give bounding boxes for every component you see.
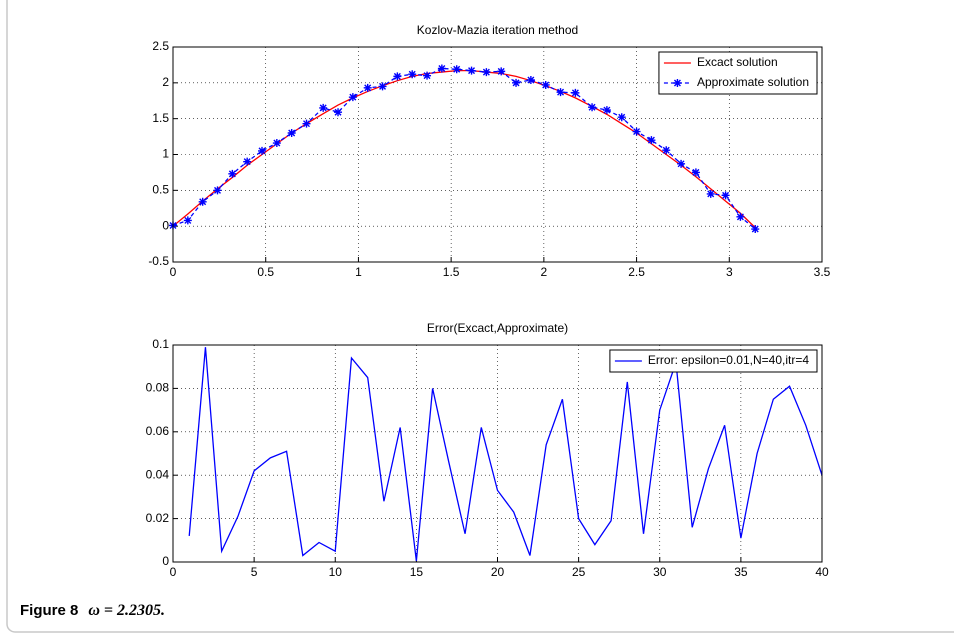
legend-marker [673, 79, 682, 87]
point-marker [258, 146, 267, 155]
point-marker [588, 103, 597, 112]
series-line [188, 347, 823, 561]
caption-label: Figure 8 [20, 602, 79, 619]
x-tick-label: 15 [410, 565, 424, 579]
y-tick-label: 0.04 [146, 467, 170, 481]
axes-box [172, 344, 823, 563]
point-marker [512, 78, 521, 87]
point-marker [497, 67, 506, 76]
point-marker [272, 139, 281, 148]
legend-label: Error: epsilon=0.01,N=40,itr=4 [648, 353, 809, 367]
chart-title: Kozlov-Mazia iteration method [417, 23, 578, 37]
y-tick-label: 0.08 [146, 381, 170, 395]
series-line [172, 67, 756, 230]
point-marker [302, 119, 311, 128]
x-tick-label: 20 [491, 565, 505, 579]
point-marker [198, 197, 207, 206]
point-marker [571, 88, 580, 97]
frame [6, 0, 954, 633]
series-line [172, 70, 756, 229]
point-marker [751, 225, 760, 234]
y-tick-label: 2.5 [152, 39, 169, 53]
point-marker [393, 72, 402, 81]
y-tick-label: 0 [162, 218, 169, 232]
point-marker [541, 80, 550, 89]
point-marker [183, 216, 192, 225]
y-tick-label: 1 [162, 147, 169, 161]
legend-box [609, 349, 818, 373]
point-marker [721, 191, 730, 200]
caption-text: ω = 2.2305. [88, 602, 166, 619]
point-marker [647, 136, 656, 145]
point-marker [378, 82, 387, 91]
caption: Figure 8 ω = 2.2305. [20, 602, 165, 620]
y-tick-label: 0.1 [152, 337, 169, 351]
point-marker [437, 64, 446, 73]
x-tick-label: 0.5 [257, 265, 274, 279]
legend-label: Excact solution [697, 55, 778, 69]
y-tick-label: 0.02 [146, 511, 170, 525]
y-tick-label: 0.5 [152, 183, 169, 197]
axes-box [172, 46, 823, 263]
point-marker [348, 93, 357, 102]
x-tick-label: 10 [329, 565, 343, 579]
point-marker [556, 88, 565, 97]
y-tick-label: 2 [162, 75, 169, 89]
point-marker [526, 75, 535, 84]
x-tick-label: 1 [355, 265, 362, 279]
point-marker [632, 127, 641, 136]
point-marker [452, 65, 461, 74]
point-marker [287, 129, 296, 137]
x-tick-label: 3.5 [814, 265, 831, 279]
y-tick-label: 1.5 [152, 111, 169, 125]
legend-label: Approximate solution [697, 75, 809, 89]
y-tick-label: 0.06 [146, 424, 170, 438]
legend: Error: epsilon=0.01,N=40,itr=4 [609, 349, 818, 373]
y-tick-label: -0.5 [148, 254, 169, 268]
point-marker [602, 106, 611, 115]
point-marker [319, 103, 328, 112]
x-tick-label: 30 [653, 565, 667, 579]
point-marker [228, 169, 237, 178]
x-tick-label: 40 [815, 565, 829, 579]
x-tick-label: 3 [726, 265, 733, 279]
x-tick-label: 2 [541, 265, 548, 279]
x-tick-label: 0 [170, 265, 177, 279]
x-tick-label: 35 [734, 565, 748, 579]
point-marker [243, 157, 252, 166]
point-marker [677, 159, 686, 168]
point-marker [334, 108, 343, 117]
legend-box [658, 51, 818, 95]
legend: Excact solution Approximate solution [658, 51, 818, 95]
point-marker [482, 68, 491, 77]
point-marker [363, 83, 372, 92]
x-tick-label: 0 [170, 565, 177, 579]
point-marker [706, 189, 715, 198]
y-tick-label: 0 [162, 554, 169, 568]
point-marker [662, 146, 671, 155]
x-tick-label: 5 [251, 565, 258, 579]
x-tick-label: 2.5 [628, 265, 645, 279]
point-marker [617, 113, 626, 122]
point-marker [736, 212, 745, 221]
chart-title: Error(Excact,Approximate) [427, 321, 568, 335]
point-marker [408, 70, 417, 79]
point-marker [213, 186, 222, 195]
point-marker [467, 66, 476, 75]
x-tick-label: 1.5 [443, 265, 460, 279]
point-marker [423, 71, 432, 80]
x-tick-label: 25 [572, 565, 586, 579]
point-marker [691, 168, 700, 177]
